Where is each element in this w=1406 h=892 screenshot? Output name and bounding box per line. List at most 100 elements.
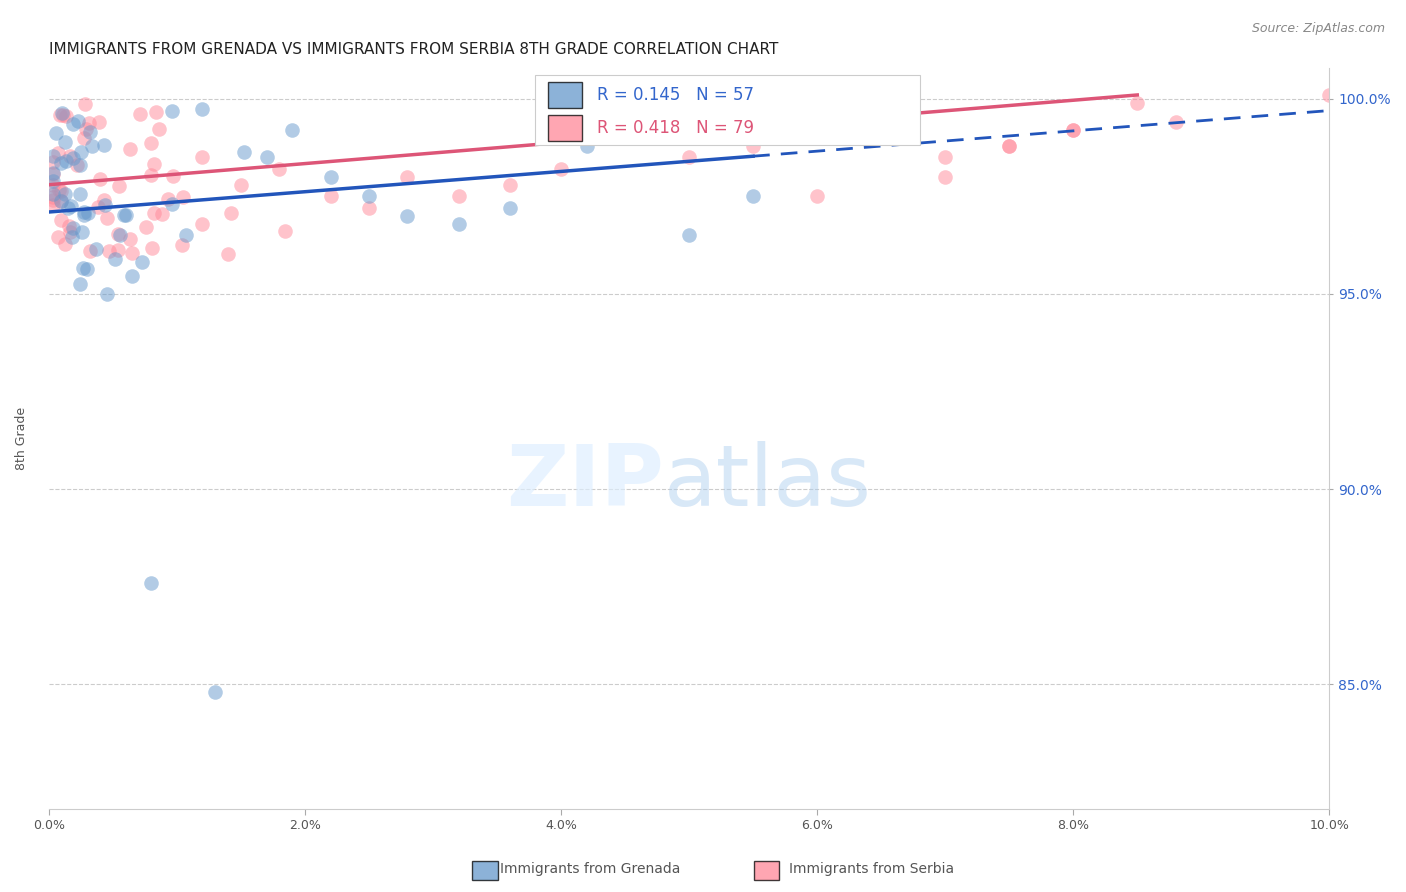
Point [357,201,380,215]
Point [269,162,291,177]
Point [49,212,72,227]
Point [55,109,77,123]
Point [806,189,828,203]
Point [93,138,115,153]
Point [678,150,700,164]
Point [69,277,91,291]
Point [89,171,111,186]
Point [141,575,163,590]
Point [41,155,63,169]
Point [51,106,73,120]
Text: Immigrants from Serbia: Immigrants from Serbia [789,862,955,876]
Point [742,189,765,203]
Point [104,252,127,267]
Point [41,178,63,193]
Point [60,229,83,244]
Point [131,255,153,269]
Point [41,190,63,204]
Point [135,220,157,235]
Point [59,149,82,163]
Point [97,244,120,259]
Point [998,138,1021,153]
Point [115,208,138,222]
Point [62,117,84,131]
Point [120,232,142,246]
Point [143,157,166,171]
FancyBboxPatch shape [754,861,779,880]
Y-axis label: 8th Grade: 8th Grade [15,407,28,470]
Point [96,286,118,301]
Point [94,198,117,212]
Point [499,201,522,215]
Point [107,244,129,258]
Point [75,122,97,136]
Point [58,219,80,233]
Point [319,169,342,184]
FancyBboxPatch shape [548,81,582,108]
Point [1062,123,1084,137]
Point [93,193,115,207]
Point [49,156,72,170]
Point [41,186,63,201]
Point [77,206,100,220]
Point [281,123,304,137]
Point [160,196,183,211]
Point [69,158,91,172]
Point [87,115,110,129]
Point [69,187,91,202]
Point [678,228,700,243]
Point [41,193,63,207]
Point [55,135,77,149]
Point [447,189,470,203]
Point [274,223,297,237]
Point [48,183,70,197]
FancyBboxPatch shape [548,115,582,141]
Text: IMMIGRANTS FROM GRENADA VS IMMIGRANTS FROM SERBIA 8TH GRADE CORRELATION CHART: IMMIGRANTS FROM GRENADA VS IMMIGRANTS FR… [49,42,778,57]
Text: R = 0.418   N = 79: R = 0.418 N = 79 [598,119,754,136]
Point [46,145,69,160]
Point [172,238,194,252]
Point [129,107,152,121]
Point [162,169,184,183]
Point [96,211,118,226]
Point [55,153,77,168]
Point [73,130,96,145]
Point [79,125,101,139]
FancyBboxPatch shape [472,861,498,880]
Point [112,208,135,222]
Point [157,192,180,206]
Point [73,208,96,222]
Point [41,166,63,180]
Point [614,131,637,145]
Point [82,138,104,153]
Point [73,96,96,111]
Point [60,199,83,213]
Point [121,269,143,284]
Point [108,179,131,194]
Point [141,241,163,255]
Point [191,217,214,231]
FancyBboxPatch shape [536,75,920,145]
Point [49,194,72,208]
Point [148,121,170,136]
Point [66,158,89,172]
Point [499,178,522,192]
Point [396,169,419,184]
Point [62,221,84,235]
Point [84,242,107,256]
Point [70,225,93,239]
Point [1062,123,1084,137]
Point [1126,95,1149,110]
Point [575,138,598,153]
Point [70,145,93,160]
Point [357,189,380,203]
Point [73,205,96,219]
Point [934,169,956,184]
Point [49,184,72,198]
Text: Source: ZipAtlas.com: Source: ZipAtlas.com [1251,22,1385,36]
Point [160,104,183,119]
Point [45,126,67,140]
Point [150,206,173,220]
Point [256,150,278,164]
Text: atlas: atlas [664,442,872,524]
